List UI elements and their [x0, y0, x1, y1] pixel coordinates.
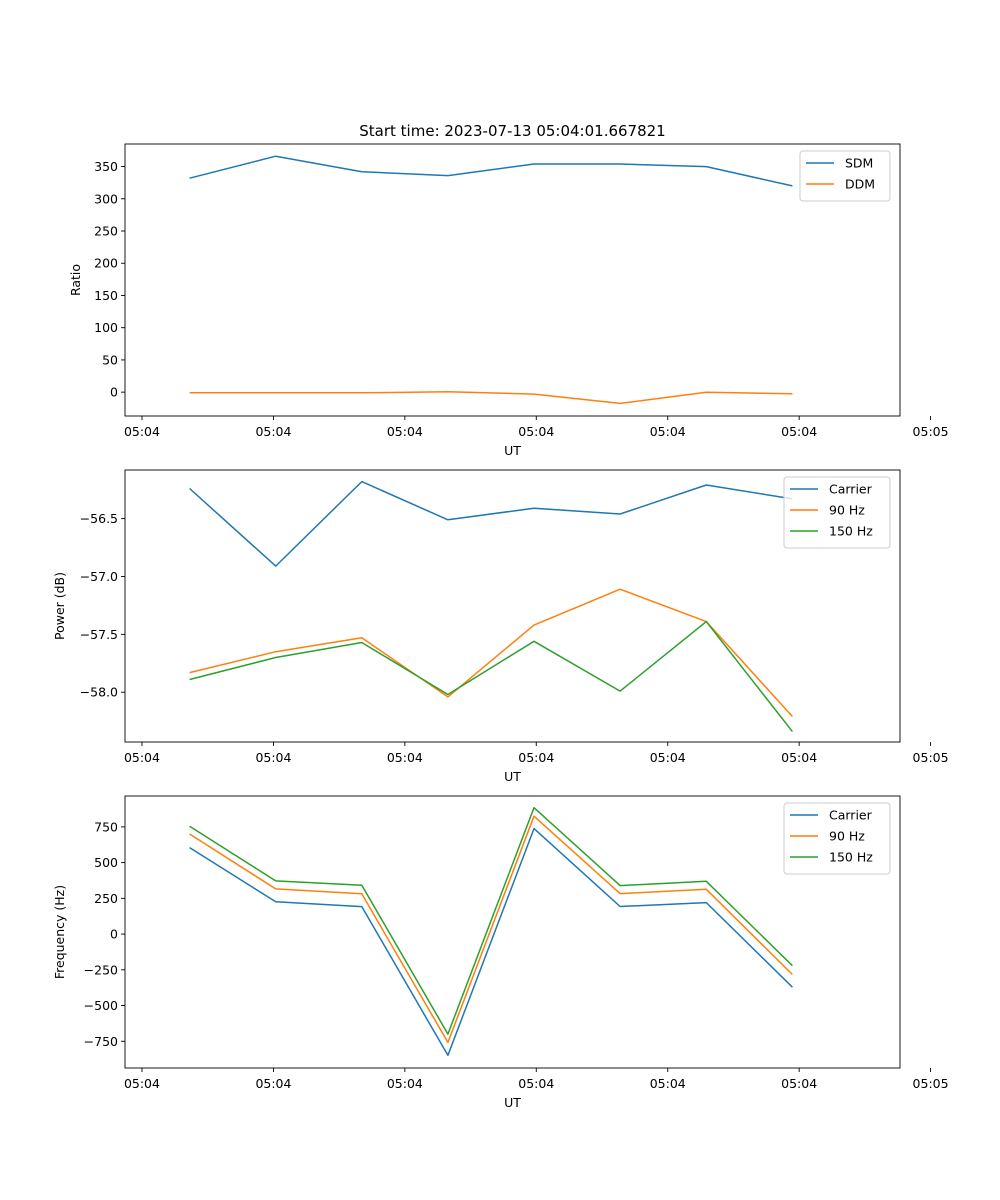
legend: Carrier 90 Hz 150 Hz [783, 802, 891, 875]
x-tick-label: 05:04 [124, 750, 160, 765]
y-tick-label: 200 [94, 256, 118, 271]
y-tick-label: −250 [84, 962, 118, 977]
chart-panel-1: Start time: 2023-07-13 05:04:01.66782105… [68, 122, 949, 458]
series-line-90-hz [189, 588, 793, 718]
y-tick-label: −500 [84, 998, 118, 1013]
x-tick-label: 05:04 [518, 424, 554, 439]
legend-label: 90 Hz [829, 503, 865, 518]
legend-label: 150 Hz [829, 524, 873, 539]
y-tick-label: −57.0 [80, 569, 118, 584]
y-axis-label: Frequency (Hz) [52, 885, 67, 979]
legend: Carrier 90 Hz 150 Hz [783, 476, 891, 549]
series-line-150-hz [189, 620, 793, 733]
x-tick-label: 05:04 [518, 750, 554, 765]
x-tick-label: 05:04 [650, 1076, 686, 1091]
y-tick-label: −56.5 [80, 511, 118, 526]
x-tick-label: 05:04 [387, 1076, 423, 1091]
axes-frame [124, 795, 901, 1069]
x-tick-label: 05:04 [255, 424, 291, 439]
chart-panel-3: −750 −500 −250 0 250 500 750 05:04 05:04 05:04 05:… [52, 795, 949, 1110]
y-tick-label: 300 [94, 191, 118, 206]
chart-panel-2: −58.0 −57.5 −57.0 −56.5 05:04 05:04 05:04 05:04… [52, 469, 949, 784]
x-tick-label: 05:05 [913, 424, 949, 439]
x-tick-label: 05:04 [650, 750, 686, 765]
x-tick-label: 05:05 [913, 1076, 949, 1091]
series-line-carrier [189, 480, 793, 567]
y-axis-label: Power (dB) [52, 572, 67, 640]
x-tick-label: 05:04 [124, 424, 160, 439]
x-tick-label: 05:04 [255, 1076, 291, 1091]
x-axis-label: UT [504, 1095, 521, 1110]
legend-label: 90 Hz [829, 829, 865, 844]
x-tick-label: 05:04 [255, 750, 291, 765]
x-tick-label: 05:04 [387, 750, 423, 765]
legend-label: SDM [845, 156, 873, 171]
y-tick-label: 50 [102, 352, 118, 367]
legend-label: Carrier [829, 482, 873, 497]
y-tick-label: 500 [94, 855, 118, 870]
legend-label: 150 Hz [829, 850, 873, 865]
x-tick-label: 05:04 [518, 1076, 554, 1091]
x-tick-label: 05:04 [650, 424, 686, 439]
axes-frame [124, 469, 901, 743]
y-tick-label: 350 [94, 159, 118, 174]
chart-title: Start time: 2023-07-13 05:04:01.667821 [359, 122, 665, 140]
series-line-sdm [189, 155, 793, 187]
y-tick-label: −57.5 [80, 627, 118, 642]
series-line-150-hz [189, 806, 793, 1035]
y-tick-label: 750 [94, 819, 118, 834]
legend-label: Carrier [829, 808, 873, 823]
x-tick-label: 05:04 [387, 424, 423, 439]
series-line-90-hz [189, 815, 793, 1044]
x-axis-label: UT [504, 443, 521, 458]
legend-label: DDM [845, 177, 875, 192]
series-line-carrier [189, 827, 793, 1057]
y-tick-label: 250 [94, 224, 118, 239]
x-tick-label: 05:04 [781, 424, 817, 439]
y-tick-label: 250 [94, 891, 118, 906]
y-tick-label: −750 [84, 1034, 118, 1049]
legend: SDM DDM [799, 150, 891, 202]
y-tick-label: 0 [110, 927, 118, 942]
x-tick-label: 05:04 [781, 1076, 817, 1091]
x-axis-label: UT [504, 769, 521, 784]
y-tick-label: 0 [110, 385, 118, 400]
x-tick-label: 05:05 [913, 750, 949, 765]
y-tick-label: 150 [94, 288, 118, 303]
y-tick-label: 100 [94, 320, 118, 335]
axes-frame [124, 143, 901, 417]
x-tick-label: 05:04 [781, 750, 817, 765]
y-tick-label: −58.0 [80, 685, 118, 700]
series-line-ddm [189, 391, 793, 405]
y-axis-label: Ratio [68, 264, 83, 296]
x-tick-label: 05:04 [124, 1076, 160, 1091]
